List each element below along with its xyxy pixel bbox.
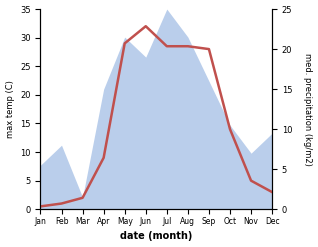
Y-axis label: max temp (C): max temp (C): [5, 80, 15, 138]
Y-axis label: med. precipitation (kg/m2): med. precipitation (kg/m2): [303, 53, 313, 165]
X-axis label: date (month): date (month): [120, 231, 192, 242]
